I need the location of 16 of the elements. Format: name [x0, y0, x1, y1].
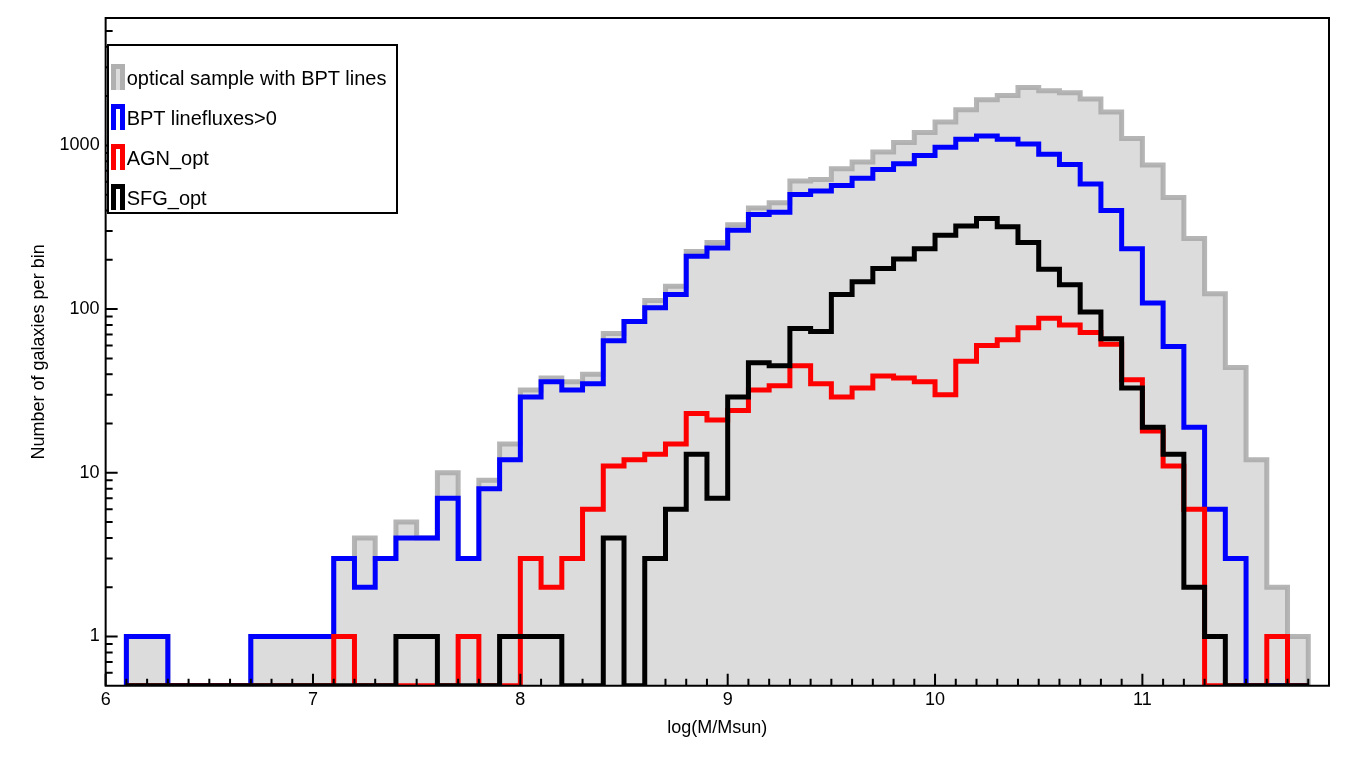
x-axis-title: log(M/Msun)	[667, 717, 768, 738]
y-tick-label: 1000	[59, 134, 100, 155]
x-tick-label: 6	[100, 688, 111, 709]
y-tick-label: 100	[69, 298, 100, 319]
y-axis-title: Number of galaxies per bin	[27, 244, 48, 460]
x-tick-label: 7	[307, 688, 318, 709]
legend-label: BPT linefluxes>0	[126, 107, 277, 130]
legend-label: optical sample with BPT lines	[126, 67, 387, 90]
legend-label: SFG_opt	[126, 187, 207, 210]
y-tick-label: 10	[79, 461, 100, 482]
x-tick-label: 10	[925, 688, 946, 709]
x-tick-label: 9	[722, 688, 733, 709]
x-tick-label: 11	[1133, 688, 1152, 709]
legend-label: AGN_opt	[126, 147, 209, 170]
y-tick-label: 1	[89, 625, 100, 646]
x-tick-label: 8	[515, 688, 526, 709]
